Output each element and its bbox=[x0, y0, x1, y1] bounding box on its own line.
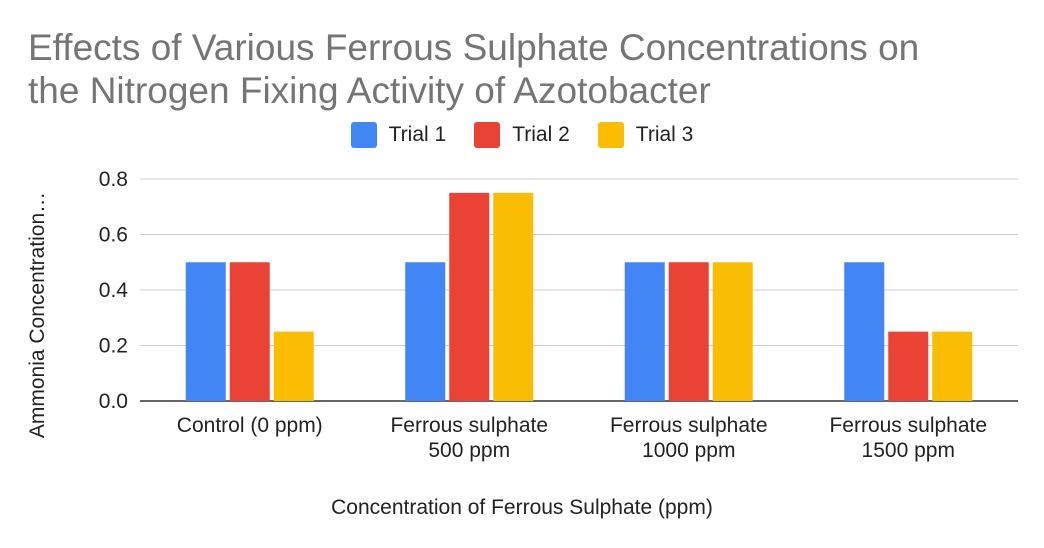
bar bbox=[273, 331, 314, 401]
x-tick-label: Ferrous sulphate bbox=[829, 414, 987, 437]
y-tick-label: 0.8 bbox=[99, 168, 128, 191]
x-tick-label: 500 ppm bbox=[428, 439, 510, 462]
bar bbox=[624, 262, 665, 401]
legend-item: Trial 3 bbox=[597, 122, 694, 148]
legend-swatch bbox=[474, 122, 501, 148]
y-tick-label: 0.2 bbox=[99, 335, 128, 358]
bar bbox=[449, 192, 490, 401]
bar bbox=[405, 262, 446, 401]
x-tick-label: 1000 ppm bbox=[642, 439, 735, 462]
x-axis-label: Concentration of Ferrous Sulphate (ppm) bbox=[331, 496, 713, 519]
bar bbox=[185, 262, 226, 401]
y-tick-label: 0.4 bbox=[99, 279, 129, 302]
x-tick-label: 1500 ppm bbox=[862, 439, 955, 462]
bar bbox=[493, 192, 534, 401]
bar bbox=[888, 331, 929, 401]
bar bbox=[712, 262, 753, 401]
y-tick-label: 0.0 bbox=[99, 390, 128, 413]
x-tick-label: Ferrous sulphate bbox=[610, 414, 768, 437]
legend-label: Trial 3 bbox=[635, 123, 694, 146]
bar bbox=[229, 262, 270, 401]
x-tick-label: Control (0 ppm) bbox=[177, 414, 323, 437]
bar bbox=[844, 262, 885, 401]
legend-item: Trial 1 bbox=[350, 122, 447, 148]
bar bbox=[932, 331, 973, 401]
chart-title: Effects of Various Ferrous Sulphate Conc… bbox=[28, 27, 920, 111]
legend-label: Trial 2 bbox=[512, 123, 570, 146]
legend-swatch bbox=[597, 122, 624, 148]
y-tick-label: 0.6 bbox=[99, 224, 128, 247]
bar bbox=[668, 262, 709, 401]
legend-swatch bbox=[350, 122, 377, 148]
legend-label: Trial 1 bbox=[388, 123, 447, 146]
legend-item: Trial 2 bbox=[474, 122, 570, 148]
legend: Trial 1 Trial 2 Trial 3 bbox=[0, 122, 1044, 148]
x-tick-label: Ferrous sulphate bbox=[390, 414, 548, 437]
